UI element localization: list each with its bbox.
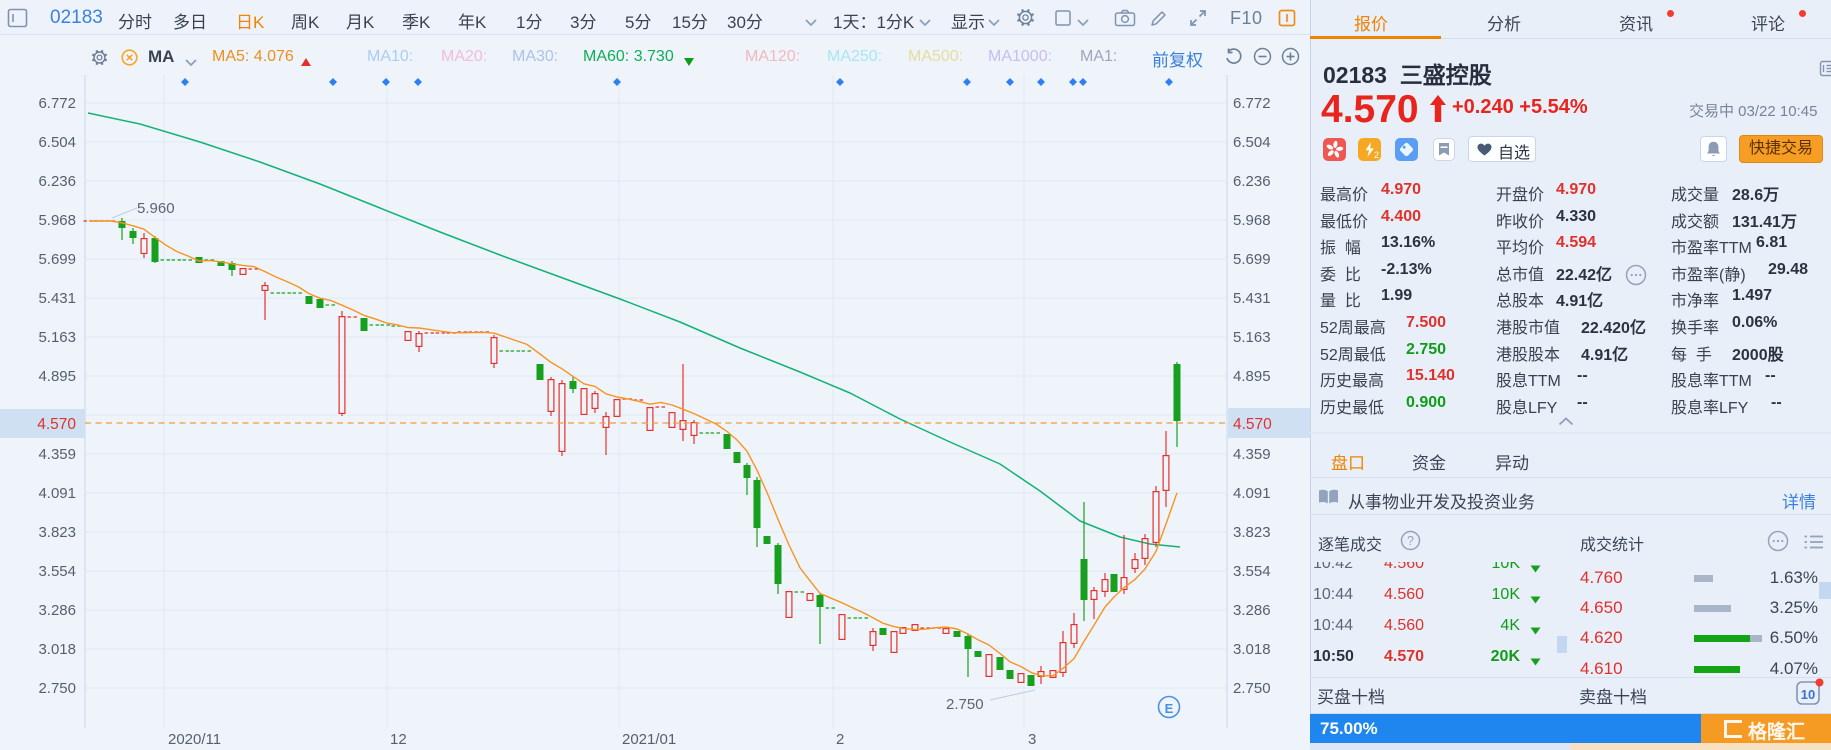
svg-text:2.750: 2.750 <box>38 680 76 697</box>
svg-text:4.895: 4.895 <box>1233 368 1271 385</box>
svg-text:3.823: 3.823 <box>1233 524 1271 541</box>
svg-text:3.018: 3.018 <box>1233 641 1271 658</box>
svg-text:4.570: 4.570 <box>37 416 76 433</box>
svg-text:5.968: 5.968 <box>38 212 76 229</box>
svg-text:3.554: 3.554 <box>1233 563 1271 580</box>
svg-text:2: 2 <box>1374 150 1379 160</box>
svg-text:5.431: 5.431 <box>1233 290 1271 307</box>
svg-text:5.968: 5.968 <box>1233 212 1271 229</box>
svg-text:?: ? <box>1407 534 1414 548</box>
svg-text:2021/01: 2021/01 <box>622 731 676 748</box>
svg-text:4.359: 4.359 <box>38 446 76 463</box>
svg-text:3.554: 3.554 <box>38 563 76 580</box>
svg-text:4.570: 4.570 <box>1233 416 1272 433</box>
svg-text:12: 12 <box>390 731 407 748</box>
svg-text:3.823: 3.823 <box>38 524 76 541</box>
svg-text:4.895: 4.895 <box>38 368 76 385</box>
svg-text:5.699: 5.699 <box>1233 251 1271 268</box>
svg-text:6.504: 6.504 <box>1233 134 1271 151</box>
svg-text:6.236: 6.236 <box>1233 173 1271 190</box>
svg-text:E: E <box>1165 701 1174 716</box>
svg-text:4.091: 4.091 <box>1233 485 1271 502</box>
svg-text:4.359: 4.359 <box>1233 446 1271 463</box>
svg-text:2020/11: 2020/11 <box>168 731 221 748</box>
svg-text:2: 2 <box>836 731 844 748</box>
svg-text:2.750: 2.750 <box>1233 680 1271 697</box>
svg-text:4.091: 4.091 <box>38 485 76 502</box>
svg-text:5.431: 5.431 <box>38 290 76 307</box>
svg-text:6.772: 6.772 <box>38 95 76 112</box>
svg-text:5.699: 5.699 <box>38 251 76 268</box>
svg-text:6.236: 6.236 <box>38 173 76 190</box>
svg-text:2.750: 2.750 <box>946 696 984 713</box>
svg-text:3.018: 3.018 <box>38 641 76 658</box>
svg-text:3.286: 3.286 <box>1233 602 1271 619</box>
svg-text:3: 3 <box>1028 731 1036 748</box>
svg-text:3.286: 3.286 <box>38 602 76 619</box>
svg-text:10: 10 <box>1801 687 1815 702</box>
svg-text:5.163: 5.163 <box>1233 329 1271 346</box>
svg-text:6.504: 6.504 <box>38 134 76 151</box>
svg-text:5.163: 5.163 <box>38 329 76 346</box>
svg-text:5.960: 5.960 <box>137 200 175 217</box>
svg-text:6.772: 6.772 <box>1233 95 1271 112</box>
